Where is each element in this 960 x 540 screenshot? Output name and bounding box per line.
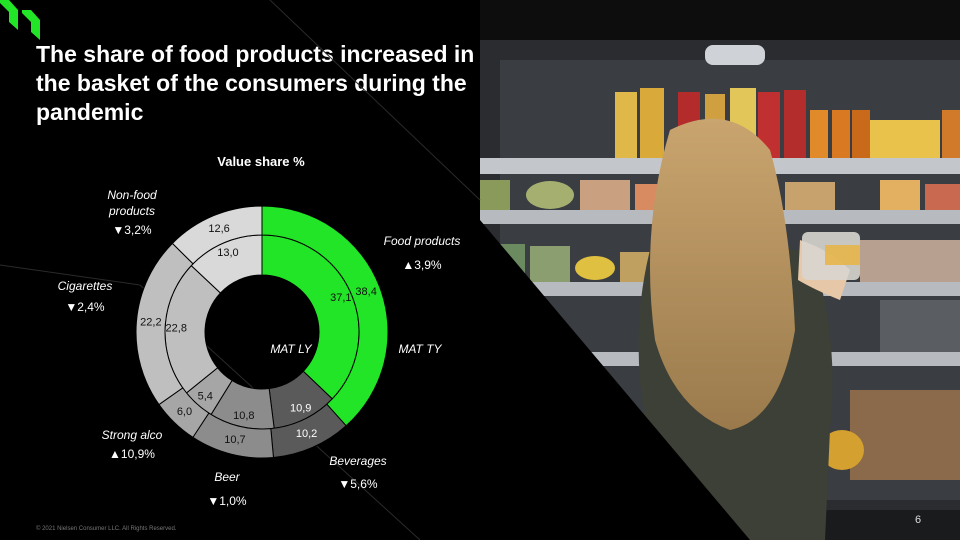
category-name-cigarettes: Cigarettes xyxy=(58,279,113,293)
category-name-beverages: Beverages xyxy=(329,454,386,468)
decorative-line xyxy=(269,0,481,201)
ty-value-label-cigarettes: 22,2 xyxy=(140,317,161,329)
category-change-strong-alco: ▲10,9% xyxy=(109,447,155,461)
ly-value-label-beer: 10,8 xyxy=(233,410,254,422)
category-labels: MAT LY MAT TY Food products ▲3,9% Beverages ▼… xyxy=(58,188,461,508)
ty-value-label-strong-alco: 6,0 xyxy=(177,406,192,418)
ly-value-label-strong-alco: 5,4 xyxy=(198,390,213,402)
category-change-beer: ▼1,0% xyxy=(207,494,247,508)
nielsen-logo xyxy=(0,0,40,40)
ring-label-mat-ly: MAT LY xyxy=(270,342,312,356)
page-number: 6 xyxy=(915,514,922,526)
category-change-non-food-products: ▼3,2% xyxy=(112,223,152,237)
category-name-non-food-products: Non-food xyxy=(107,188,157,202)
ly-value-label-food-products: 37,1 xyxy=(330,292,351,304)
category-change-cigarettes: ▼2,4% xyxy=(65,300,105,314)
ly-value-label-cigarettes: 22,8 xyxy=(166,323,187,335)
ty-value-label-non-food-products: 12,6 xyxy=(208,223,229,235)
category-change-food-products: ▲3,9% xyxy=(402,258,442,272)
category-name-non-food-products: products xyxy=(108,204,155,218)
ly-value-label-non-food-products: 13,0 xyxy=(217,247,238,259)
slide-title: The share of food products increased in … xyxy=(36,41,475,125)
category-change-beverages: ▼5,6% xyxy=(338,477,378,491)
ty-value-label-beverages: 10,2 xyxy=(296,428,317,440)
ty-value-label-beer: 10,7 xyxy=(224,434,245,446)
category-name-food-products: Food products xyxy=(384,234,461,248)
category-name-beer: Beer xyxy=(214,470,240,484)
chart-title: Value share % xyxy=(217,154,305,169)
ty-slice-non-food-products xyxy=(171,205,263,265)
donut-rings: 37,1 10,9 10,8 5,4 22,8 13,0 38,4 10,2 10,7 6,0 22… xyxy=(135,205,389,459)
category-name-strong-alco: Strong alco xyxy=(102,428,163,442)
ring-label-mat-ty: MAT TY xyxy=(398,342,442,356)
copyright-footer: © 2021 Nielsen Consumer LLC. All Rights … xyxy=(36,526,177,532)
ty-value-label-food-products: 38,4 xyxy=(355,286,376,298)
decorative-line xyxy=(0,264,141,286)
ly-value-label-beverages: 10,9 xyxy=(290,402,311,414)
photo-diagonal-mask xyxy=(480,220,750,540)
